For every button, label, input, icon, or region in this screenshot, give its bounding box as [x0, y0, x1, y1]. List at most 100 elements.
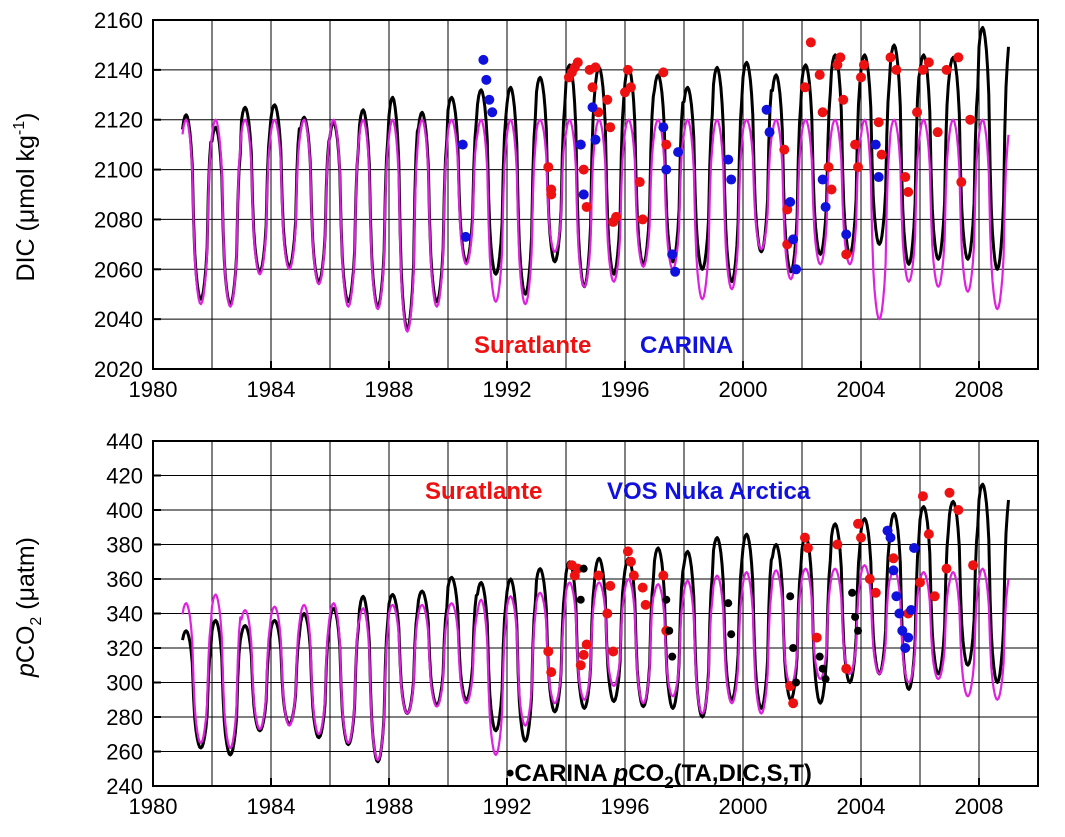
y-tick-label: 440: [106, 429, 143, 454]
data-point-suratlante: [965, 114, 976, 125]
data-point-suratlante: [543, 162, 554, 173]
y-tick-label: 380: [106, 533, 143, 558]
data-point-suratlante: [637, 214, 648, 225]
x-tick-label: 2004: [837, 377, 886, 402]
data-point-vos-nuka-arctica: [888, 565, 899, 576]
data-point-suratlante: [953, 505, 964, 515]
data-point-suratlante: [968, 560, 979, 571]
data-point-suratlante: [903, 187, 914, 198]
y-tick-label: 400: [106, 498, 143, 523]
data-point-suratlante: [823, 162, 834, 173]
data-point-suratlante: [572, 57, 583, 68]
data-point-suratlante: [625, 556, 636, 567]
data-point-carina: [851, 612, 860, 621]
data-point-carina: [665, 626, 674, 635]
data-point-suratlante: [611, 211, 622, 222]
y-tick-label: 320: [106, 636, 143, 661]
data-point-carina: [724, 599, 733, 608]
data-point-suratlante: [826, 184, 837, 195]
data-point-vos-nuka-arctica: [906, 605, 917, 616]
x-tick-label: 2000: [719, 794, 768, 819]
data-point-suratlante: [900, 172, 911, 183]
y-tick-label: 2060: [94, 257, 143, 282]
y-tick-label: 2080: [94, 207, 143, 232]
x-tick-label: 2008: [955, 794, 1004, 819]
data-point-carina: [821, 675, 830, 684]
data-point-suratlante: [581, 201, 592, 212]
y-tick-label: 260: [106, 740, 143, 765]
data-point-suratlante: [572, 563, 583, 574]
data-point-carina: [726, 174, 737, 185]
x-tick-label: 2000: [719, 377, 768, 402]
data-point-suratlante: [856, 72, 866, 83]
data-point-carina: [484, 94, 495, 105]
data-point-vos-nuka-arctica: [891, 591, 902, 602]
x-tick-label: 2004: [837, 794, 886, 819]
data-point-suratlante: [885, 52, 896, 63]
data-point-suratlante: [858, 59, 869, 70]
data-point-vos-nuka-arctica: [894, 608, 905, 619]
data-point-suratlante: [546, 189, 557, 200]
data-point-carina: [590, 134, 601, 145]
data-point-suratlante: [799, 532, 810, 543]
x-tick-label: 1992: [483, 794, 532, 819]
data-point-suratlante: [605, 122, 616, 133]
x-tick-label: 1996: [601, 794, 650, 819]
y-tick-label: 2120: [94, 108, 143, 133]
data-point-suratlante: [578, 164, 589, 175]
y-tick-label: 2100: [94, 158, 143, 183]
data-point-carina: [576, 595, 585, 604]
data-point-suratlante: [779, 144, 790, 155]
data-point-carina: [761, 104, 772, 115]
data-point-suratlante: [838, 94, 849, 105]
x-tick-label: 1996: [601, 377, 650, 402]
data-point-suratlante: [640, 599, 651, 610]
data-point-suratlante: [870, 587, 881, 598]
legend-vos-nuka-arctica: VOS Nuka Arctica: [607, 478, 811, 505]
data-point-vos-nuka-arctica: [909, 542, 920, 553]
data-point-suratlante: [625, 82, 636, 93]
data-point-suratlante: [658, 67, 669, 78]
x-tick-label: 1988: [365, 794, 414, 819]
data-point-suratlante: [622, 64, 633, 75]
data-point-carina: [658, 122, 669, 133]
data-point-suratlante: [575, 660, 586, 671]
legend-carina-pco2: •CARINA pCO2(TA,DIC,S,T): [506, 760, 812, 792]
data-point-carina: [854, 626, 863, 635]
data-point-carina: [723, 154, 734, 165]
dic-y-axis-label: DIC (μmol kg-1): [11, 113, 40, 282]
data-point-carina: [579, 564, 588, 573]
data-point-carina: [820, 201, 831, 212]
data-point-suratlante: [864, 574, 875, 584]
data-point-suratlante: [915, 577, 925, 588]
legend-suratlante-top: Suratlante: [474, 332, 591, 359]
pco2-points: [543, 487, 979, 709]
data-point-suratlante: [891, 64, 902, 75]
dic-series: [181, 26, 1010, 333]
data-point-suratlante: [608, 646, 619, 657]
data-point-suratlante: [814, 69, 825, 80]
data-point-suratlante: [953, 52, 964, 63]
data-point-carina: [575, 139, 586, 150]
data-point-carina: [792, 678, 801, 687]
pco2-series: [181, 482, 1010, 764]
data-point-carina: [667, 249, 678, 260]
data-point-carina: [662, 595, 671, 604]
data-point-suratlante: [932, 127, 943, 138]
data-point-carina: [478, 54, 489, 65]
data-point-suratlante: [876, 149, 887, 160]
data-point-suratlante: [590, 62, 601, 73]
data-point-suratlante: [941, 563, 952, 574]
x-tick-label: 1984: [247, 794, 296, 819]
y-tick-label: 340: [106, 602, 143, 627]
data-point-carina: [788, 234, 799, 245]
data-point-carina: [487, 107, 498, 118]
data-point-suratlante: [956, 177, 967, 188]
x-tick-label: 1984: [247, 377, 296, 402]
y-tick-label: 2020: [94, 357, 143, 382]
data-point-carina: [818, 664, 827, 673]
x-tick-label: 1992: [483, 377, 532, 402]
data-point-suratlante: [602, 608, 613, 619]
data-point-carina: [817, 174, 828, 185]
data-point-suratlante: [841, 249, 852, 260]
